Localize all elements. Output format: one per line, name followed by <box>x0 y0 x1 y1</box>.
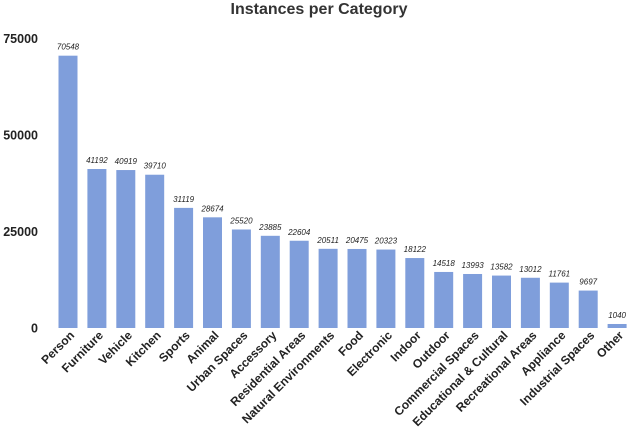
bar <box>318 248 338 328</box>
x-axis-labels-group: PersonFurnitureVehicleKitchenSportsAnima… <box>38 328 626 429</box>
bar <box>260 235 280 328</box>
data-label: 25520 <box>229 216 253 225</box>
y-tick-label: 25000 <box>3 225 38 239</box>
bar <box>434 271 454 328</box>
y-axis: 0 25000 50000 75000 <box>3 32 38 336</box>
bar <box>231 229 251 328</box>
y-tick-label: 75000 <box>3 32 38 46</box>
data-label: 40919 <box>115 157 138 166</box>
data-label: 14518 <box>433 259 456 268</box>
data-label: 41192 <box>86 156 108 165</box>
bar <box>549 282 569 328</box>
data-label: 13012 <box>519 265 542 274</box>
bar <box>463 273 483 328</box>
data-label: 28674 <box>200 204 224 213</box>
data-label: 13993 <box>461 261 484 270</box>
data-label: 31119 <box>173 195 195 204</box>
bar <box>607 323 627 328</box>
data-label: 20475 <box>345 236 369 245</box>
data-label: 70548 <box>57 43 80 52</box>
data-label: 23885 <box>258 223 282 232</box>
data-label: 13582 <box>490 263 513 272</box>
bar <box>87 169 107 328</box>
bar <box>58 55 78 329</box>
data-label: 18122 <box>404 245 427 254</box>
data-label: 22604 <box>287 228 311 237</box>
data-label: 20511 <box>316 236 339 245</box>
data-label: 11761 <box>548 270 570 279</box>
bar <box>289 240 309 328</box>
data-labels-group: 70548 41192 40919 39710 31119 28674 25520 23885… <box>57 43 627 320</box>
data-label: 39710 <box>144 162 167 171</box>
bar <box>520 277 540 328</box>
bar <box>347 248 367 328</box>
data-label: 20323 <box>374 237 398 246</box>
bar <box>203 217 222 328</box>
bar <box>376 249 396 328</box>
bar <box>145 174 165 328</box>
y-tick-label: 50000 <box>3 129 38 143</box>
bar <box>578 290 598 328</box>
chart-title: Instances per Category <box>231 1 408 18</box>
bars-group <box>58 55 627 329</box>
x-tick-label: Other <box>594 328 627 361</box>
bar <box>116 170 136 328</box>
bar <box>492 275 511 328</box>
bar <box>405 258 425 328</box>
data-label: 9697 <box>579 278 597 287</box>
bar <box>174 207 194 328</box>
data-label: 1040 <box>608 311 626 320</box>
y-tick-label: 0 <box>31 322 38 336</box>
